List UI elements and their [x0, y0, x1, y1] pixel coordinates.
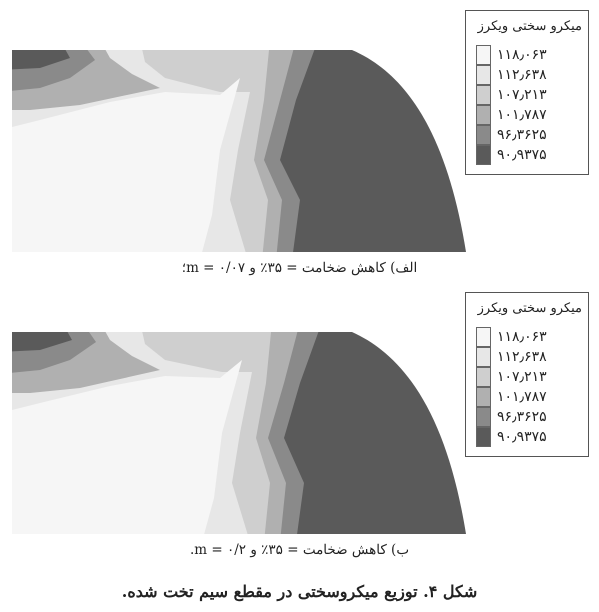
contour-plot-b [12, 332, 466, 534]
legend-item: ۱۱۲٫۶۳۸ [476, 65, 547, 85]
legend-swatch [476, 367, 491, 387]
legend-item: ۱۱۸٫۰۶۳ [476, 327, 547, 347]
legend-swatch [476, 85, 491, 105]
contour-level-90-corner [12, 50, 70, 70]
legend-value: ۹۰٫۹۳۷۵ [497, 147, 547, 163]
legend-item: ۹۶٫۳۶۲۵ [476, 407, 547, 427]
legend-value: ۹۶٫۳۶۲۵ [497, 127, 547, 143]
legend-b: میکرو سختی ویکرز ۱۱۸٫۰۶۳ ۱۱۲٫۶۳۸ ۱۰۷٫۲۱۳… [465, 292, 589, 457]
legend-value: ۹۰٫۹۳۷۵ [497, 429, 547, 445]
contour-panel-b: میکرو سختی ویکرز ۱۱۸٫۰۶۳ ۱۱۲٫۶۳۸ ۱۰۷٫۲۱۳… [0, 288, 599, 574]
legend-title: میکرو سختی ویکرز [477, 301, 582, 316]
legend-swatch [476, 45, 491, 65]
legend-value: ۱۰۱٫۷۸۷ [497, 389, 547, 405]
legend-item: ۱۱۸٫۰۶۳ [476, 45, 547, 65]
panel-a-caption: الف) کاهش ضخامت = ۳۵٪ و ۰/۰۷ = m؛ [181, 260, 418, 276]
legend-value: ۱۱۲٫۶۳۸ [497, 67, 547, 83]
legend-value: ۱۱۲٫۶۳۸ [497, 349, 547, 365]
legend-value: ۱۱۸٫۰۶۳ [497, 47, 547, 63]
contour-level-118 [12, 78, 240, 252]
legend-value: ۱۱۸٫۰۶۳ [497, 329, 547, 345]
legend-item: ۹۶٫۳۶۲۵ [476, 125, 547, 145]
legend-item: ۱۱۲٫۶۳۸ [476, 347, 547, 367]
legend-swatch [476, 105, 491, 125]
contour-level-90-corner [12, 332, 72, 352]
figure-caption: شکل ۴. توزیع میکروسختی در مقطع سیم تخت ش… [121, 582, 478, 601]
legend-item: ۹۰٫۹۳۷۵ [476, 145, 547, 165]
contour-plot-a [12, 50, 466, 252]
legend-item: ۱۰۷٫۲۱۳ [476, 85, 547, 105]
legend-value: ۱۰۷٫۲۱۳ [497, 87, 547, 103]
legend-item: ۱۰۱٫۷۸۷ [476, 387, 547, 407]
contour-panel-a: میکرو سختی ویکرز ۱۱۸٫۰۶۳ ۱۱۲٫۶۳۸ ۱۰۷٫۲۱۳… [0, 0, 599, 286]
legend-swatch [476, 327, 491, 347]
panel-b-caption: ب) کاهش ضخامت = ۳۵٪ و ۰/۲ = m. [189, 542, 410, 558]
legend-swatch [476, 145, 491, 165]
legend-title: میکرو سختی ویکرز [477, 19, 582, 34]
legend-swatch [476, 347, 491, 367]
legend-items: ۱۱۸٫۰۶۳ ۱۱۲٫۶۳۸ ۱۰۷٫۲۱۳ ۱۰۱٫۷۸۷ ۹۶٫۳۶۲۵ … [476, 45, 547, 165]
legend-item: ۱۰۷٫۲۱۳ [476, 367, 547, 387]
legend-value: ۱۰۷٫۲۱۳ [497, 369, 547, 385]
legend-value: ۹۶٫۳۶۲۵ [497, 409, 547, 425]
legend-items: ۱۱۸٫۰۶۳ ۱۱۲٫۶۳۸ ۱۰۷٫۲۱۳ ۱۰۱٫۷۸۷ ۹۶٫۳۶۲۵ … [476, 327, 547, 447]
contour-level-118 [12, 360, 242, 534]
legend-a: میکرو سختی ویکرز ۱۱۸٫۰۶۳ ۱۱۲٫۶۳۸ ۱۰۷٫۲۱۳… [465, 10, 589, 175]
legend-item: ۹۰٫۹۳۷۵ [476, 427, 547, 447]
legend-swatch [476, 427, 491, 447]
legend-swatch [476, 387, 491, 407]
legend-item: ۱۰۱٫۷۸۷ [476, 105, 547, 125]
legend-value: ۱۰۱٫۷۸۷ [497, 107, 547, 123]
legend-swatch [476, 65, 491, 85]
legend-swatch [476, 407, 491, 427]
legend-swatch [476, 125, 491, 145]
